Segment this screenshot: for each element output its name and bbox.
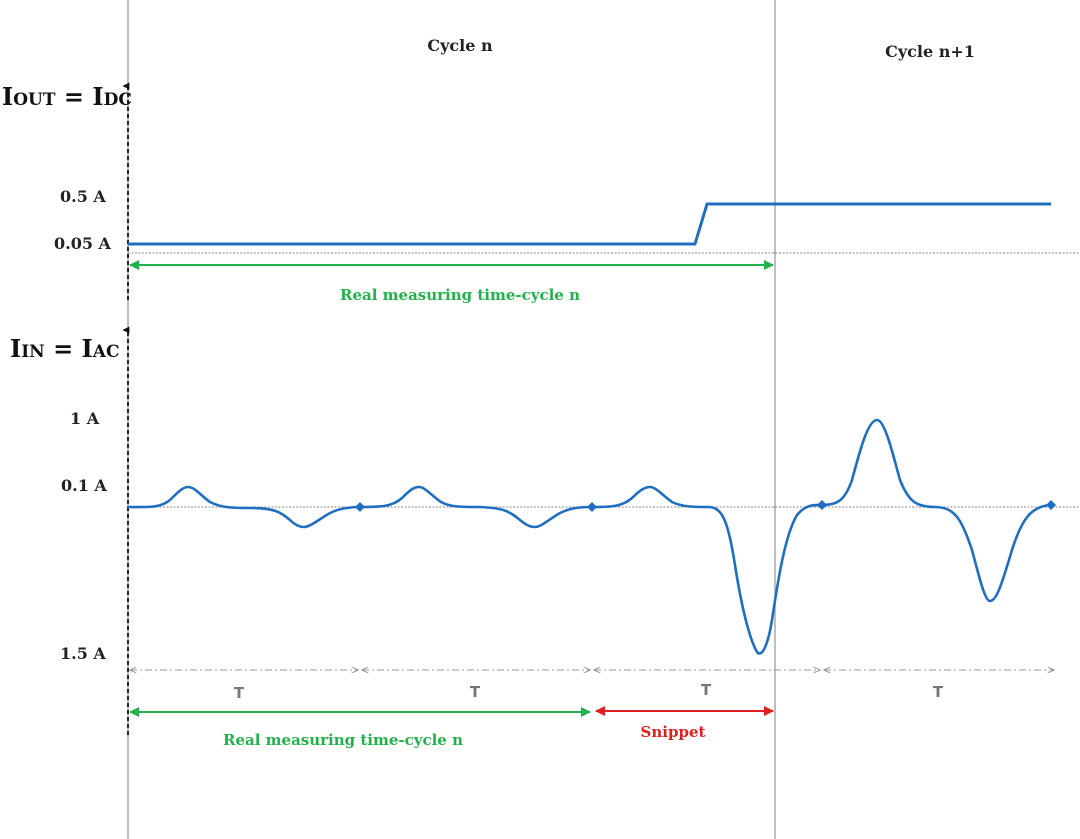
period-label: T	[933, 683, 944, 701]
cycle-n-label: Cycle n	[427, 36, 493, 55]
period-label: T	[701, 681, 712, 699]
output-axis-title: IOUT = IDC	[2, 82, 132, 111]
snippet-label: Snippet	[641, 723, 706, 741]
period-marker	[1046, 500, 1056, 510]
top-measuring-label: Real measuring time-cycle n	[340, 286, 580, 304]
tick-0-05a: 0.05 A	[54, 234, 112, 253]
period-label: T	[234, 684, 245, 702]
cycle-n1-label: Cycle n+1	[885, 42, 975, 61]
output-current-signal	[128, 202, 1051, 246]
tick-0-5a: 0.5 A	[60, 187, 106, 206]
tick-0-1a: 0.1 A	[61, 476, 107, 495]
input-axis-title: IIN = IAC	[10, 334, 120, 363]
period-label: T	[470, 683, 481, 701]
period-marker	[355, 502, 365, 512]
bottom-measuring-label: Real measuring time-cycle n	[223, 731, 463, 749]
input-current-signal	[126, 418, 1053, 655]
period-marker	[817, 500, 827, 510]
tick-1a: 1 A	[70, 409, 100, 428]
period-marker	[587, 502, 597, 512]
tick-1-5a: 1.5 A	[60, 644, 106, 663]
